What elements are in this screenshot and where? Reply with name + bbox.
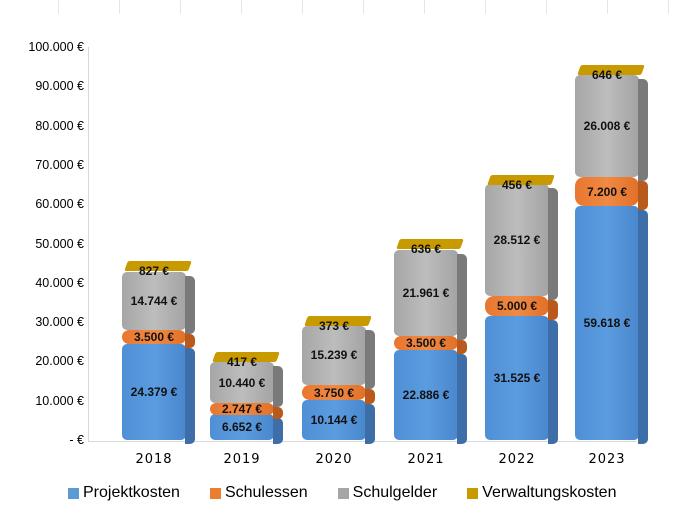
data-label: 15.239 € (310, 348, 358, 363)
x-tick-label: 2022 (498, 452, 536, 467)
bar-segment-schulessen[interactable]: 5.000 € (485, 296, 558, 321)
y-tick-label: 50.000 € (35, 236, 84, 251)
data-label: 59.618 € (583, 315, 631, 330)
bar-3d-side (365, 404, 375, 444)
legend-swatch-icon (467, 487, 479, 499)
data-label: 373 € (318, 319, 350, 334)
data-label: 14.744 € (130, 294, 178, 309)
bar-segment-schulgelder[interactable]: 28.512 € (485, 184, 558, 301)
plot-area (88, 47, 637, 442)
data-label: 2.747 € (221, 402, 263, 417)
bar-3d-side (638, 79, 648, 182)
data-label: 10.440 € (218, 375, 266, 390)
y-tick-label: 10.000 € (35, 393, 84, 408)
data-label: 827 € (138, 264, 170, 279)
bar-segment-projektkosten[interactable]: 22.886 € (394, 350, 467, 444)
x-tick-label: 2023 (588, 452, 626, 467)
data-label: 31.525 € (493, 371, 541, 386)
y-tick-label: - € (69, 433, 84, 447)
bar-segment-projektkosten[interactable]: 10.144 € (302, 400, 375, 444)
data-label: 10.144 € (310, 413, 358, 428)
legend-swatch-icon (209, 487, 221, 499)
bar-segment-schulessen[interactable]: 2.747 € (210, 402, 283, 420)
y-tick-label: 100.000 € (28, 40, 84, 54)
y-tick-label: 60.000 € (35, 197, 84, 212)
data-label: 7.200 € (586, 184, 628, 199)
bar-segment-schulgelder[interactable]: 15.239 € (302, 325, 375, 390)
bar-3d-side (548, 320, 558, 444)
legend-item-projektkosten[interactable]: Projektkosten (68, 484, 180, 502)
data-label: 5.000 € (496, 299, 538, 314)
chart-area[interactable]: - € 10.000 € 20.000 € 30.000 € 40.000 € 50.00… (0, 14, 691, 513)
bar-3d-side (365, 329, 375, 390)
legend-item-verwaltungskosten[interactable]: Verwaltungskosten (467, 484, 616, 502)
data-label: 456 € (501, 177, 533, 192)
data-label: 26.008 € (583, 119, 631, 134)
bar-segment-projektkosten[interactable]: 59.618 € (575, 205, 648, 444)
data-label: 6.652 € (221, 419, 263, 434)
legend-swatch-icon (68, 487, 79, 499)
y-tick-label: 30.000 € (35, 315, 84, 330)
bar-3d-side (638, 209, 648, 444)
data-label: 24.379 € (130, 385, 178, 400)
bar-3d-side (548, 188, 558, 301)
bar-3d-side (457, 354, 467, 444)
y-tick-label: 80.000 € (35, 118, 84, 133)
y-tick-label: 70.000 € (35, 157, 84, 172)
bar-segment-schulgelder[interactable]: 10.440 € (210, 362, 283, 408)
bar-segment-schulessen[interactable]: 3.500 € (394, 336, 467, 355)
bar-segment-projektkosten[interactable]: 31.525 € (485, 316, 558, 444)
bar-segment-schulessen[interactable]: 3.500 € (122, 330, 195, 349)
data-label: 636 € (410, 242, 442, 257)
bar-segment-schulgelder[interactable]: 14.744 € (122, 272, 195, 335)
bar-segment-schulessen[interactable]: 7.200 € (575, 177, 648, 210)
bar-3d-side (548, 300, 558, 321)
bar-3d-side (365, 389, 375, 405)
legend-label: Projektkosten (83, 484, 180, 501)
bar-segment-projektkosten[interactable]: 24.379 € (122, 344, 195, 444)
bar-segment-schulessen[interactable]: 3.750 € (302, 385, 375, 405)
bar-3d-side (638, 181, 648, 210)
bar-3d-side (457, 340, 467, 355)
legend-item-schulessen[interactable]: Schulessen (209, 484, 308, 502)
bar-3d-side (185, 348, 195, 444)
bar-segment-schulgelder[interactable]: 26.008 € (575, 75, 648, 182)
x-tick-label: 2020 (315, 452, 353, 467)
bar-segment-schulgelder[interactable]: 21.961 € (394, 249, 467, 341)
bar-3d-side (273, 417, 283, 444)
x-tick-label: 2021 (407, 452, 445, 467)
bar-segment-projektkosten[interactable]: 6.652 € (210, 413, 283, 444)
bar-3d-side (185, 334, 195, 349)
x-tick-label: 2018 (135, 452, 173, 467)
legend-label: Schulgelder (352, 484, 438, 501)
data-label: 646 € (591, 67, 623, 82)
x-tick-label: 2019 (223, 452, 261, 467)
y-tick-label: 20.000 € (35, 354, 84, 369)
data-label: 3.500 € (133, 330, 175, 345)
legend-label: Verwaltungskosten (482, 484, 617, 501)
legend-swatch-icon (337, 487, 349, 499)
legend-label: Schulessen (224, 484, 308, 501)
bar-3d-side (273, 366, 283, 408)
data-label: 3.500 € (405, 336, 447, 351)
bar-3d-side (273, 407, 283, 420)
legend[interactable]: Projektkosten Schulessen Schulgelder Ver… (68, 484, 616, 502)
legend-item-schulgelder[interactable]: Schulgelder (337, 484, 438, 502)
data-label: 417 € (226, 355, 258, 370)
data-label: 22.886 € (402, 388, 450, 403)
y-tick-label: 90.000 € (35, 79, 84, 94)
bar-3d-side (457, 253, 467, 341)
data-label: 3.750 € (313, 385, 355, 400)
data-label: 21.961 € (402, 286, 450, 301)
y-tick-label: 40.000 € (35, 275, 84, 290)
data-label: 28.512 € (493, 233, 541, 248)
bar-3d-side (185, 276, 195, 335)
